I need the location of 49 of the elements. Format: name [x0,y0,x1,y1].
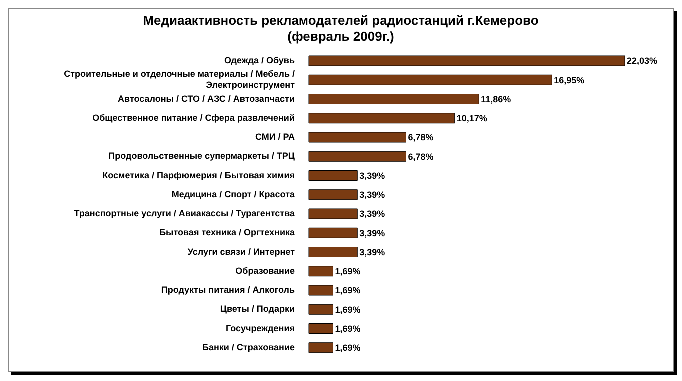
data-label: 22,03% [627,56,658,66]
bar [308,170,358,181]
data-label: 11,86% [481,94,512,104]
bar [308,94,480,104]
data-label: 1,69% [335,304,361,315]
bar [308,324,334,334]
bar [308,228,358,238]
data-label: 16,95% [554,75,585,86]
bar [308,208,358,220]
chart-title: Медиаактивность рекламодателей радиостанций г.Кемерово (февраль 2009г.) [142,13,540,45]
y-tick-label: СМИ / РА [255,132,296,142]
y-tick-label: Бытовая техника / Оргтехника [160,228,296,238]
y-tick-label: Цветы / Подарки [220,304,295,314]
y-tick-label: Продукты питания / Алкоголь [161,285,296,296]
data-label: 1,69% [335,324,361,334]
bar [308,190,358,200]
y-tick-label: Строительные и отделочные материалы / Мебель / Электроинструмент [64,69,296,90]
bar [308,304,334,315]
y-tick-label: Продовольственные супермаркеты / ТРЦ [108,151,296,162]
bar [308,266,334,277]
y-tick-label: Одежда / Обувь [224,56,296,66]
bar [308,342,334,354]
data-label: 1,69% [335,266,361,277]
data-label: 3,39% [360,190,386,200]
data-label: 1,69% [335,286,361,296]
bar [308,113,456,124]
bar [308,132,407,143]
data-label: 1,69% [335,343,361,354]
bar [308,247,358,258]
data-label: 6,78% [408,132,434,143]
y-tick-label: Косметика / Парфюмерия / Бытовая химия [102,170,295,180]
y-tick-label: Госучреждения [226,323,295,334]
y-tick-label: Общественное питание / Сфера развлечений [92,112,295,123]
y-tick-label: Автосалоны / СТО / АЗС / Автозапчасти [118,94,295,104]
bar [308,56,626,66]
data-label: 10,17% [456,114,488,124]
data-label: 6,78% [408,152,434,162]
data-label: 3,39% [360,170,386,181]
y-tick-label: Банки / Страхование [202,342,295,352]
data-label: 3,39% [360,209,386,220]
data-label: 3,39% [360,228,386,238]
bar [308,74,552,86]
y-tick-label: Услуги связи / Интернет [188,246,296,257]
y-tick-label: Образование [236,266,295,276]
y-tick-label: Медицина / Спорт / Красота [172,189,296,200]
data-label: 3,39% [360,247,386,258]
bar [308,285,334,296]
y-tick-label: Транспортные услуги / Авиакассы / Турагентства [74,208,296,219]
bar [308,151,407,162]
